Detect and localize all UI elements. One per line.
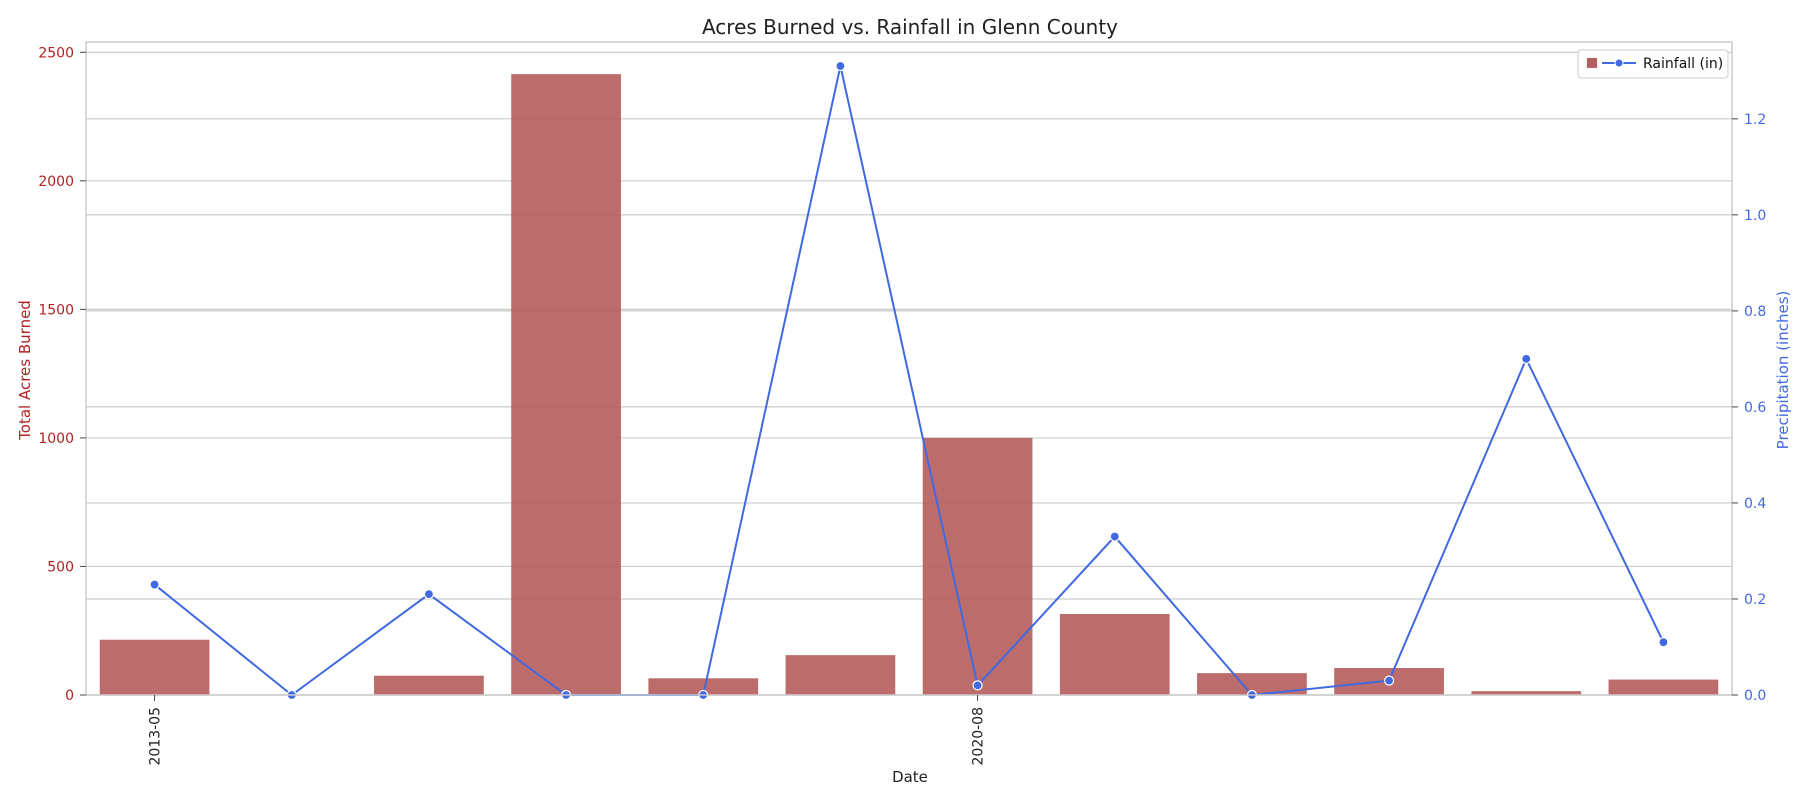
rainfall-point bbox=[149, 579, 160, 590]
bar bbox=[1197, 673, 1307, 695]
bars bbox=[99, 74, 1719, 696]
bar bbox=[785, 655, 896, 695]
rainfall-line bbox=[153, 65, 1665, 697]
rainfall-line-layer bbox=[149, 60, 1669, 701]
bar bbox=[511, 74, 621, 696]
right-tick-label: 1.2 bbox=[1744, 112, 1766, 128]
x-axis-label: Date bbox=[892, 768, 928, 786]
x-axis-ticks: 2013-05 2020-08 bbox=[148, 695, 987, 766]
rainfall-point bbox=[972, 680, 983, 691]
legend: Rainfall (in) bbox=[1577, 49, 1729, 79]
legend-label-rainfall: Rainfall (in) bbox=[1643, 56, 1723, 72]
right-tick-label: 1.0 bbox=[1744, 208, 1766, 224]
bar bbox=[374, 675, 484, 695]
left-tick-label: 1500 bbox=[38, 302, 74, 318]
grid bbox=[86, 51, 1732, 696]
right-tick-label: 0.6 bbox=[1744, 400, 1766, 416]
legend-box bbox=[1577, 49, 1729, 79]
left-tick-label: 500 bbox=[47, 559, 74, 575]
left-tick-label: 0 bbox=[65, 688, 74, 704]
right-tick-label: 0.0 bbox=[1744, 688, 1766, 704]
right-axis-ticks: 0.0 0.2 0.4 0.6 0.8 1.0 1.2 bbox=[1732, 112, 1766, 704]
bar bbox=[922, 437, 1033, 695]
bar bbox=[1471, 691, 1582, 695]
rainfall-point bbox=[423, 589, 435, 600]
x-tick-label: 2013-05 bbox=[148, 707, 164, 766]
y-axis-right-label: Precipitation (inches) bbox=[1774, 291, 1792, 450]
y-axis-left-label: Total Acres Burned bbox=[16, 300, 34, 441]
left-tick-label: 1000 bbox=[38, 431, 74, 447]
bar bbox=[1059, 614, 1170, 695]
rainfall-point bbox=[1109, 531, 1120, 542]
bar bbox=[648, 678, 759, 695]
rainfall-point bbox=[1658, 637, 1669, 648]
bar bbox=[1608, 679, 1719, 695]
bar bbox=[99, 639, 210, 695]
legend-marker bbox=[1614, 58, 1624, 68]
rainfall-point bbox=[1521, 353, 1532, 364]
right-tick-label: 0.4 bbox=[1744, 496, 1766, 512]
right-tick-label: 0.8 bbox=[1744, 304, 1766, 320]
rainfall-point bbox=[835, 60, 846, 72]
left-tick-label: 2500 bbox=[38, 45, 74, 61]
x-tick-label: 2020-08 bbox=[971, 707, 987, 766]
rainfall-point bbox=[1383, 675, 1395, 686]
legend-bar-swatch bbox=[1587, 58, 1597, 68]
right-tick-label: 0.2 bbox=[1744, 592, 1766, 608]
left-tick-label: 2000 bbox=[38, 174, 74, 190]
left-axis-ticks: 0 500 1000 1500 2000 2500 bbox=[38, 45, 86, 704]
plot-frame bbox=[85, 41, 1733, 696]
chart-title: Acres Burned vs. Rainfall in Glenn Count… bbox=[702, 15, 1118, 39]
